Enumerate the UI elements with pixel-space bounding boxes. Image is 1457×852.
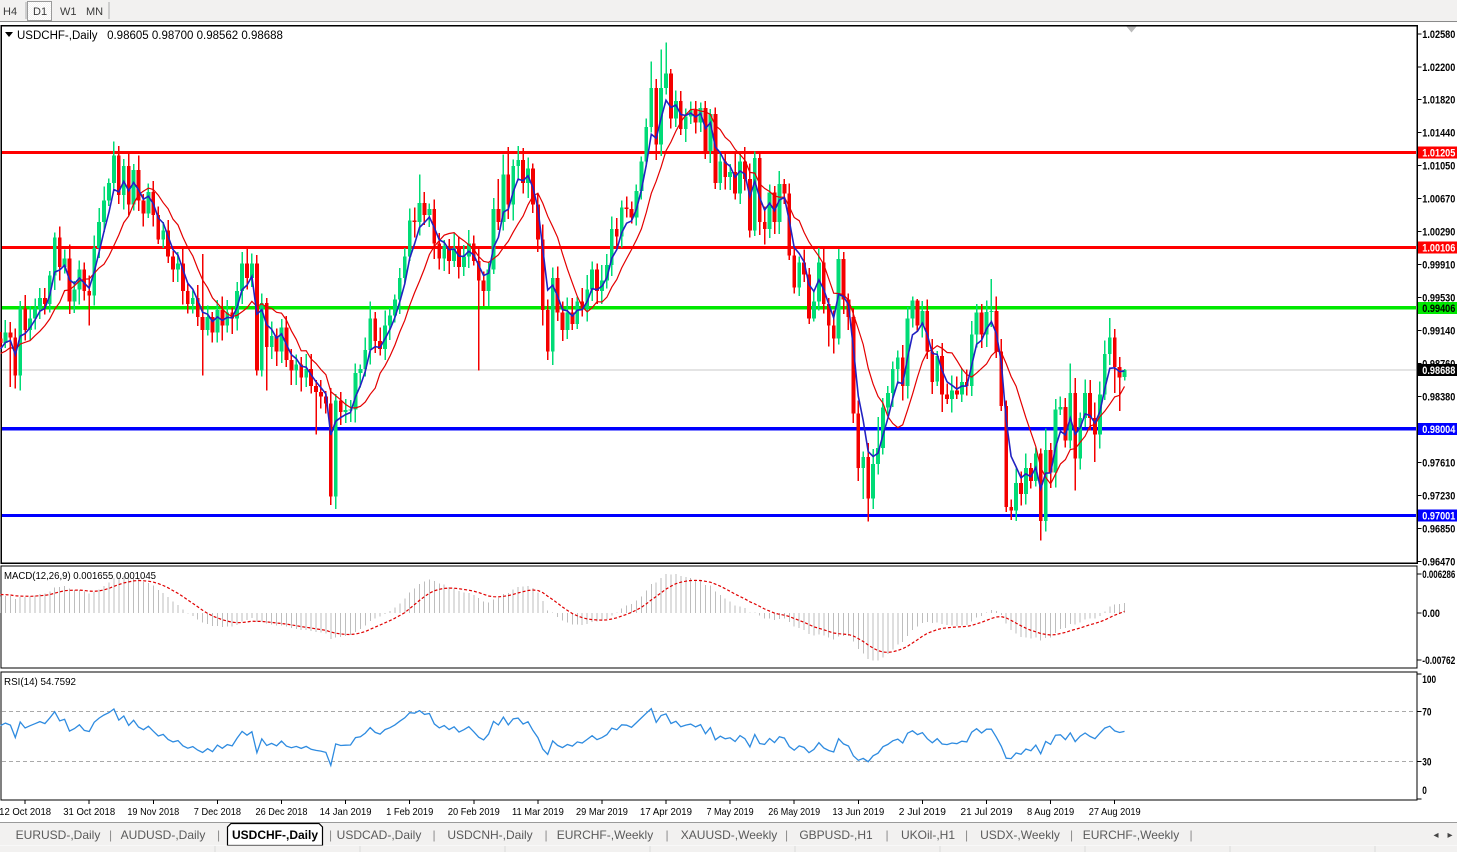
svg-text:27 Aug 2019: 27 Aug 2019 [1089,806,1141,818]
svg-text:0.99910: 0.99910 [1422,260,1455,272]
svg-text:7 May 2019: 7 May 2019 [707,806,754,818]
svg-text:XAUUSD-,Weekly: XAUUSD-,Weekly [681,828,777,842]
svg-text:USDCHF-,Daily 0.98605 0.9870: USDCHF-,Daily 0.98605 0.98700 0.98562 0.… [17,30,283,42]
svg-text:GBPUSD-,H1: GBPUSD-,H1 [799,828,873,842]
svg-text:▸: ▸ [1447,830,1452,841]
svg-text:26 Dec 2018: 26 Dec 2018 [256,806,308,818]
svg-text:0.99140: 0.99140 [1422,326,1455,338]
svg-text:|: | [432,828,435,842]
svg-text:12 Oct 2018: 12 Oct 2018 [0,806,51,818]
svg-text:0.006286: 0.006286 [1422,569,1455,581]
svg-text:USDCHF-,Daily: USDCHF-,Daily [232,828,318,842]
svg-text:31 Oct 2018: 31 Oct 2018 [63,806,115,818]
svg-text:1.01820: 1.01820 [1422,95,1455,107]
svg-text:-0.00762: -0.00762 [1422,655,1455,667]
svg-text:W1: W1 [60,6,77,18]
svg-text:|: | [885,828,888,842]
svg-text:29 Mar 2019: 29 Mar 2019 [576,806,628,818]
svg-text:RSI(14) 54.7592: RSI(14) 54.7592 [4,676,76,688]
svg-text:17 Apr 2019: 17 Apr 2019 [640,806,692,818]
svg-text:2 Jul 2019: 2 Jul 2019 [899,806,946,818]
svg-text:26 May 2019: 26 May 2019 [768,806,820,818]
svg-text:|: | [665,828,668,842]
svg-text:19 Nov 2018: 19 Nov 2018 [127,806,179,818]
svg-text:14 Jan 2019: 14 Jan 2019 [320,806,372,818]
svg-text:EURUSD-,Daily: EURUSD-,Daily [16,828,101,842]
svg-text:1.02200: 1.02200 [1422,62,1455,74]
svg-text:|: | [1070,828,1073,842]
svg-text:EURCHF-,Weekly: EURCHF-,Weekly [1083,828,1179,842]
svg-text:20 Feb 2019: 20 Feb 2019 [448,806,500,818]
svg-text:0.98380: 0.98380 [1422,392,1455,404]
svg-text:EURCHF-,Weekly: EURCHF-,Weekly [557,828,653,842]
svg-text:|: | [785,828,788,842]
svg-text:0.97001: 0.97001 [1422,511,1455,523]
svg-text:1.02580: 1.02580 [1422,29,1455,41]
svg-text:0.96470: 0.96470 [1422,556,1455,568]
svg-text:|: | [329,828,332,842]
svg-text:0.99406: 0.99406 [1422,303,1455,315]
svg-text:8 Aug 2019: 8 Aug 2019 [1027,806,1074,818]
svg-text:0.97230: 0.97230 [1422,490,1455,502]
svg-text:0.98688: 0.98688 [1422,365,1455,377]
svg-text:UKOil-,H1: UKOil-,H1 [901,828,955,842]
svg-text:1.00290: 1.00290 [1422,227,1455,239]
svg-text:|: | [1189,828,1192,842]
svg-text:1.00670: 1.00670 [1422,194,1455,206]
svg-text:D1: D1 [33,6,47,18]
svg-text:7 Dec 2018: 7 Dec 2018 [194,806,241,818]
svg-text:USDCNH-,Daily: USDCNH-,Daily [447,828,532,842]
svg-text:100: 100 [1422,674,1436,686]
svg-text:|: | [217,828,220,842]
svg-text:0.99530: 0.99530 [1422,293,1455,305]
svg-text:AUDUSD-,Daily: AUDUSD-,Daily [121,828,206,842]
svg-text:70: 70 [1422,706,1431,718]
svg-text:0: 0 [1422,785,1427,797]
svg-text:|: | [109,828,112,842]
svg-text:MACD(12,26,9) 0.001655 0.00104: MACD(12,26,9) 0.001655 0.001045 [4,570,156,582]
svg-text:H4: H4 [3,6,17,18]
svg-text:◂: ◂ [1433,830,1438,841]
svg-text:13 Jun 2019: 13 Jun 2019 [832,806,884,818]
svg-text:1 Feb 2019: 1 Feb 2019 [386,806,433,818]
svg-text:0.96850: 0.96850 [1422,523,1455,535]
svg-text:1.01440: 1.01440 [1422,128,1455,140]
svg-text:USDCAD-,Daily: USDCAD-,Daily [337,828,422,842]
svg-text:0.98004: 0.98004 [1422,424,1456,436]
svg-text:1.01050: 1.01050 [1422,161,1455,173]
svg-text:1.01205: 1.01205 [1422,148,1455,160]
svg-text:0.97610: 0.97610 [1422,457,1455,469]
svg-text:|: | [965,828,968,842]
svg-text:USDX-,Weekly: USDX-,Weekly [980,828,1060,842]
svg-text:30: 30 [1422,757,1431,769]
svg-text:0.00: 0.00 [1422,608,1440,620]
svg-text:|: | [544,828,547,842]
svg-text:21 Jul 2019: 21 Jul 2019 [961,806,1013,818]
svg-text:1.00106: 1.00106 [1422,242,1455,254]
svg-text:11 Mar 2019: 11 Mar 2019 [512,806,564,818]
svg-text:MN: MN [86,6,103,18]
